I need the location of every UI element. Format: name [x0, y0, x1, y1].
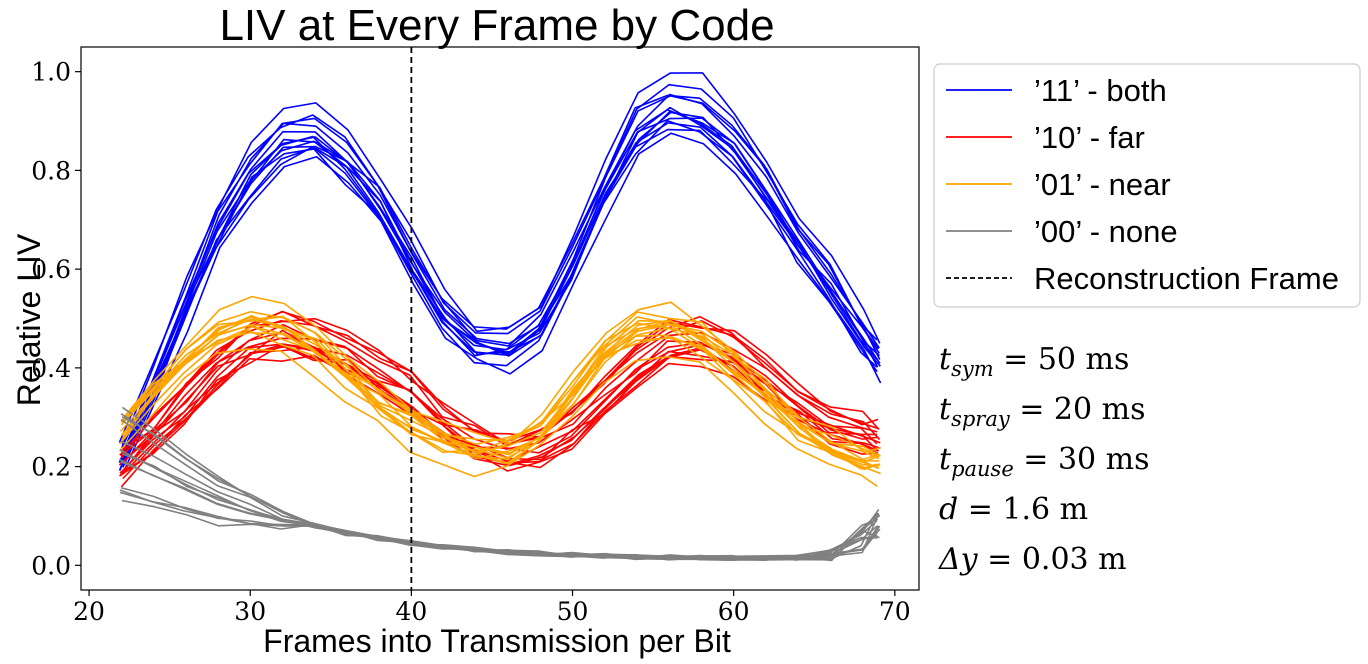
legend-label-4: Reconstruction Frame: [1034, 261, 1339, 296]
annotation-2: tpause = 30 ms: [939, 442, 1150, 481]
x-tick-label: 40: [395, 597, 427, 626]
plot-area-frame: [80, 46, 920, 591]
y-tick-label: 0.8: [31, 156, 71, 185]
series-2-trace-0: [119, 348, 878, 487]
series-3: [119, 406, 881, 562]
series-0-trace-8: [121, 72, 881, 446]
legend-label-2: ’01’ - near: [1034, 167, 1171, 202]
x-tick-label: 50: [557, 597, 589, 626]
legend-box: [933, 63, 1361, 308]
series-1-trace-5: [121, 310, 880, 451]
series-1-trace-4: [120, 354, 879, 476]
series-0-trace-12: [122, 132, 882, 474]
series-2-trace-2: [122, 295, 881, 453]
series-0-trace-10: [121, 93, 880, 448]
annotation-3: d = 1.6 m: [939, 492, 1088, 527]
y-axis-label: Relative LIV: [11, 233, 47, 406]
parameter-annotations: tsym = 50 ms tspray = 20 ms tpause = 30 ms…: [938, 342, 1150, 577]
x-axis-label: Frames into Transmission per Bit: [263, 623, 731, 659]
series-1-trace-7: [120, 329, 879, 475]
y-tick-label: 1.0: [31, 58, 71, 87]
y-tick-label: 0.2: [31, 453, 71, 482]
annotation-0: tsym = 50 ms: [939, 342, 1129, 381]
series-0: [118, 72, 882, 474]
series-3-trace-13: [121, 499, 880, 560]
legend: ’11’ - both ’10’ - far ’01’ - near ’00’ - n…: [933, 63, 1361, 308]
x-tick-label: 30: [234, 597, 266, 626]
x-tick-label: 60: [718, 597, 750, 626]
series-0-trace-13: [118, 128, 878, 471]
annotation-1: tspray = 20 ms: [939, 392, 1145, 431]
y-tick-label: 0.0: [31, 551, 71, 580]
series-2-trace-11: [122, 316, 881, 471]
series-2-trace-13: [118, 329, 878, 470]
series-0-trace-9: [121, 95, 881, 455]
series-0-trace-6: [122, 111, 881, 468]
series-3-trace-9: [120, 460, 879, 561]
annotation-4: Δy = 0.03 m: [938, 542, 1127, 577]
legend-label-1: ’10’ - far: [1034, 120, 1145, 155]
series-3-trace-10: [122, 453, 881, 561]
plot-lines: [118, 72, 882, 562]
series-2-trace-7: [120, 331, 879, 470]
series-3-trace-6: [121, 406, 881, 562]
y-axis-ticks: 0.0 0.2 0.4 0.6 0.8 1.0: [31, 58, 81, 580]
series-0-trace-7: [121, 106, 881, 458]
series-2: [118, 295, 881, 487]
x-tick-label: 70: [879, 597, 911, 626]
y-tick-label: 0.4: [31, 354, 71, 383]
x-axis-ticks: 20 30 40 50 60 70: [73, 590, 911, 626]
series-0-trace-1: [121, 110, 881, 465]
legend-label-3: ’00’ - none: [1034, 214, 1178, 249]
series-0-trace-2: [120, 83, 880, 461]
y-tick-label: 0.6: [31, 255, 71, 284]
legend-label-0: ’11’ - both: [1034, 73, 1167, 108]
x-tick-label: 20: [73, 597, 105, 626]
chart-title: LIV at Every Frame by Code: [219, 1, 774, 50]
series-2-trace-12: [120, 318, 880, 458]
